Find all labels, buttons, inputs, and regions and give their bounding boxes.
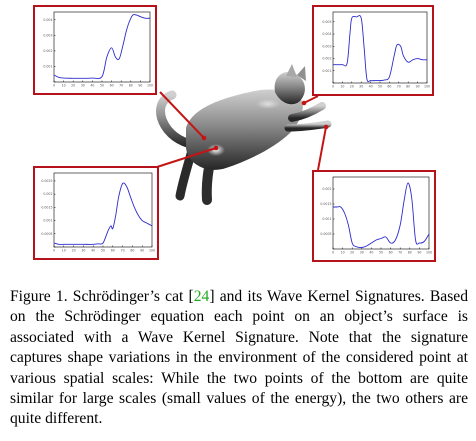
x-tick-label: 80 bbox=[130, 249, 134, 253]
x-tick-label: 80 bbox=[129, 84, 133, 88]
y-tick-label: 0.001 bbox=[43, 65, 52, 69]
leader-line-top-right bbox=[303, 95, 319, 104]
x-tick-label: 100 bbox=[426, 251, 432, 255]
x-tick-label: 60 bbox=[110, 84, 114, 88]
y-tick-label: 0.004 bbox=[322, 32, 331, 36]
x-tick-label: 30 bbox=[81, 84, 85, 88]
y-tick-label: 0.0025 bbox=[41, 179, 52, 183]
point-marker-bottom-left bbox=[213, 145, 219, 151]
x-tick-label: 100 bbox=[424, 85, 430, 89]
leader-line-bottom-right bbox=[317, 126, 327, 171]
point-marker-top-left bbox=[201, 135, 207, 141]
x-tick-label: 70 bbox=[398, 251, 402, 255]
x-tick-label: 60 bbox=[111, 249, 115, 253]
y-tick-label: 0.002 bbox=[322, 57, 331, 61]
figure-caption: Figure 1. Schrödinger’s cat [24] and its… bbox=[10, 287, 468, 430]
x-tick-label: 20 bbox=[72, 249, 76, 253]
x-tick-label: 90 bbox=[416, 85, 420, 89]
x-tick-label: 10 bbox=[62, 249, 66, 253]
y-tick-label: 0.004 bbox=[43, 18, 52, 22]
y-tick-label: 0.001 bbox=[43, 219, 52, 223]
signature-plot-bottom-right: 0 10 20 30 40 50 60 70 80 90 100 0.0005 0.001 0.0015 0… bbox=[312, 170, 436, 262]
leader-line-bottom-left bbox=[156, 147, 217, 168]
x-tick-label: 30 bbox=[359, 85, 363, 89]
point-marker-bottom-right bbox=[323, 124, 329, 130]
x-tick-label: 40 bbox=[90, 84, 94, 88]
signature-plot-top-right: 0 10 20 30 40 50 60 70 80 90 100 0.001 0.002 0.003 0.0… bbox=[312, 5, 434, 96]
y-tick-label: 0.0005 bbox=[320, 232, 331, 236]
cat-model bbox=[156, 64, 332, 205]
x-tick-label: 40 bbox=[369, 251, 373, 255]
x-tick-label: 20 bbox=[350, 85, 354, 89]
x-tick-label: 10 bbox=[62, 84, 66, 88]
x-tick-label: 30 bbox=[81, 249, 85, 253]
x-tick-label: 70 bbox=[121, 249, 125, 253]
signature-plot-top-left: 0 10 20 30 40 50 60 70 80 90 100 0.001 0.002 0.003 0.0… bbox=[33, 5, 157, 95]
y-tick-label: 0.002 bbox=[43, 49, 52, 53]
y-tick-label: 0.0015 bbox=[320, 202, 331, 206]
x-tick-label: 0 bbox=[53, 84, 55, 88]
x-tick-label: 90 bbox=[140, 249, 144, 253]
leader-line-top-left bbox=[159, 91, 205, 139]
y-tick-label: 0.001 bbox=[322, 217, 331, 221]
x-tick-label: 0 bbox=[332, 251, 334, 255]
y-tick-label: 0.002 bbox=[43, 192, 52, 196]
signature-curve bbox=[53, 182, 153, 245]
citation-link[interactable]: 24 bbox=[193, 288, 210, 305]
plot-frame bbox=[33, 166, 159, 260]
signature-curve bbox=[332, 182, 430, 248]
y-tick-label: 0.001 bbox=[322, 69, 331, 73]
point-marker-top-right bbox=[301, 100, 307, 106]
x-tick-label: 80 bbox=[406, 85, 410, 89]
x-tick-label: 90 bbox=[417, 251, 421, 255]
y-tick-label: 0.0005 bbox=[41, 232, 52, 236]
x-tick-label: 50 bbox=[378, 85, 382, 89]
x-tick-label: 30 bbox=[360, 251, 364, 255]
x-tick-label: 20 bbox=[71, 84, 75, 88]
x-tick-label: 100 bbox=[149, 249, 155, 253]
signature-plot-bottom-left: 0 10 20 30 40 50 60 70 80 90 100 0.0005 0.001 0.0015 0… bbox=[33, 166, 159, 260]
x-tick-label: 10 bbox=[341, 251, 345, 255]
y-tick-label: 0.003 bbox=[43, 33, 52, 37]
signature-curve bbox=[53, 14, 151, 79]
x-tick-label: 50 bbox=[379, 251, 383, 255]
caption-lead: Figure 1. Schrödinger’s cat [ bbox=[10, 288, 194, 305]
x-tick-label: 0 bbox=[53, 249, 55, 253]
x-tick-label: 60 bbox=[387, 85, 391, 89]
caption-rest: ] and its Wave Kernel Signatures. Based … bbox=[10, 288, 468, 428]
x-tick-label: 0 bbox=[332, 85, 334, 89]
x-tick-label: 50 bbox=[101, 249, 105, 253]
y-tick-label: 0.003 bbox=[322, 44, 331, 48]
x-tick-label: 100 bbox=[147, 84, 153, 88]
plot-frame bbox=[33, 5, 157, 95]
x-tick-label: 10 bbox=[340, 85, 344, 89]
signature-curve bbox=[332, 15, 428, 83]
x-tick-label: 60 bbox=[389, 251, 393, 255]
x-tick-label: 70 bbox=[119, 84, 123, 88]
plot-frame bbox=[312, 170, 436, 262]
y-tick-label: 0.0015 bbox=[41, 205, 52, 209]
figure-illustration: 0 10 20 30 40 50 60 70 80 90 1000.0010.0020.0030.0… bbox=[33, 5, 436, 262]
x-tick-label: 80 bbox=[408, 251, 412, 255]
y-tick-label: 0.005 bbox=[322, 20, 331, 24]
x-tick-label: 50 bbox=[100, 84, 104, 88]
x-tick-label: 90 bbox=[138, 84, 142, 88]
x-tick-label: 70 bbox=[397, 85, 401, 89]
y-tick-label: 0.002 bbox=[322, 187, 331, 191]
x-tick-label: 20 bbox=[350, 251, 354, 255]
x-tick-label: 40 bbox=[91, 249, 95, 253]
x-tick-label: 40 bbox=[369, 85, 373, 89]
